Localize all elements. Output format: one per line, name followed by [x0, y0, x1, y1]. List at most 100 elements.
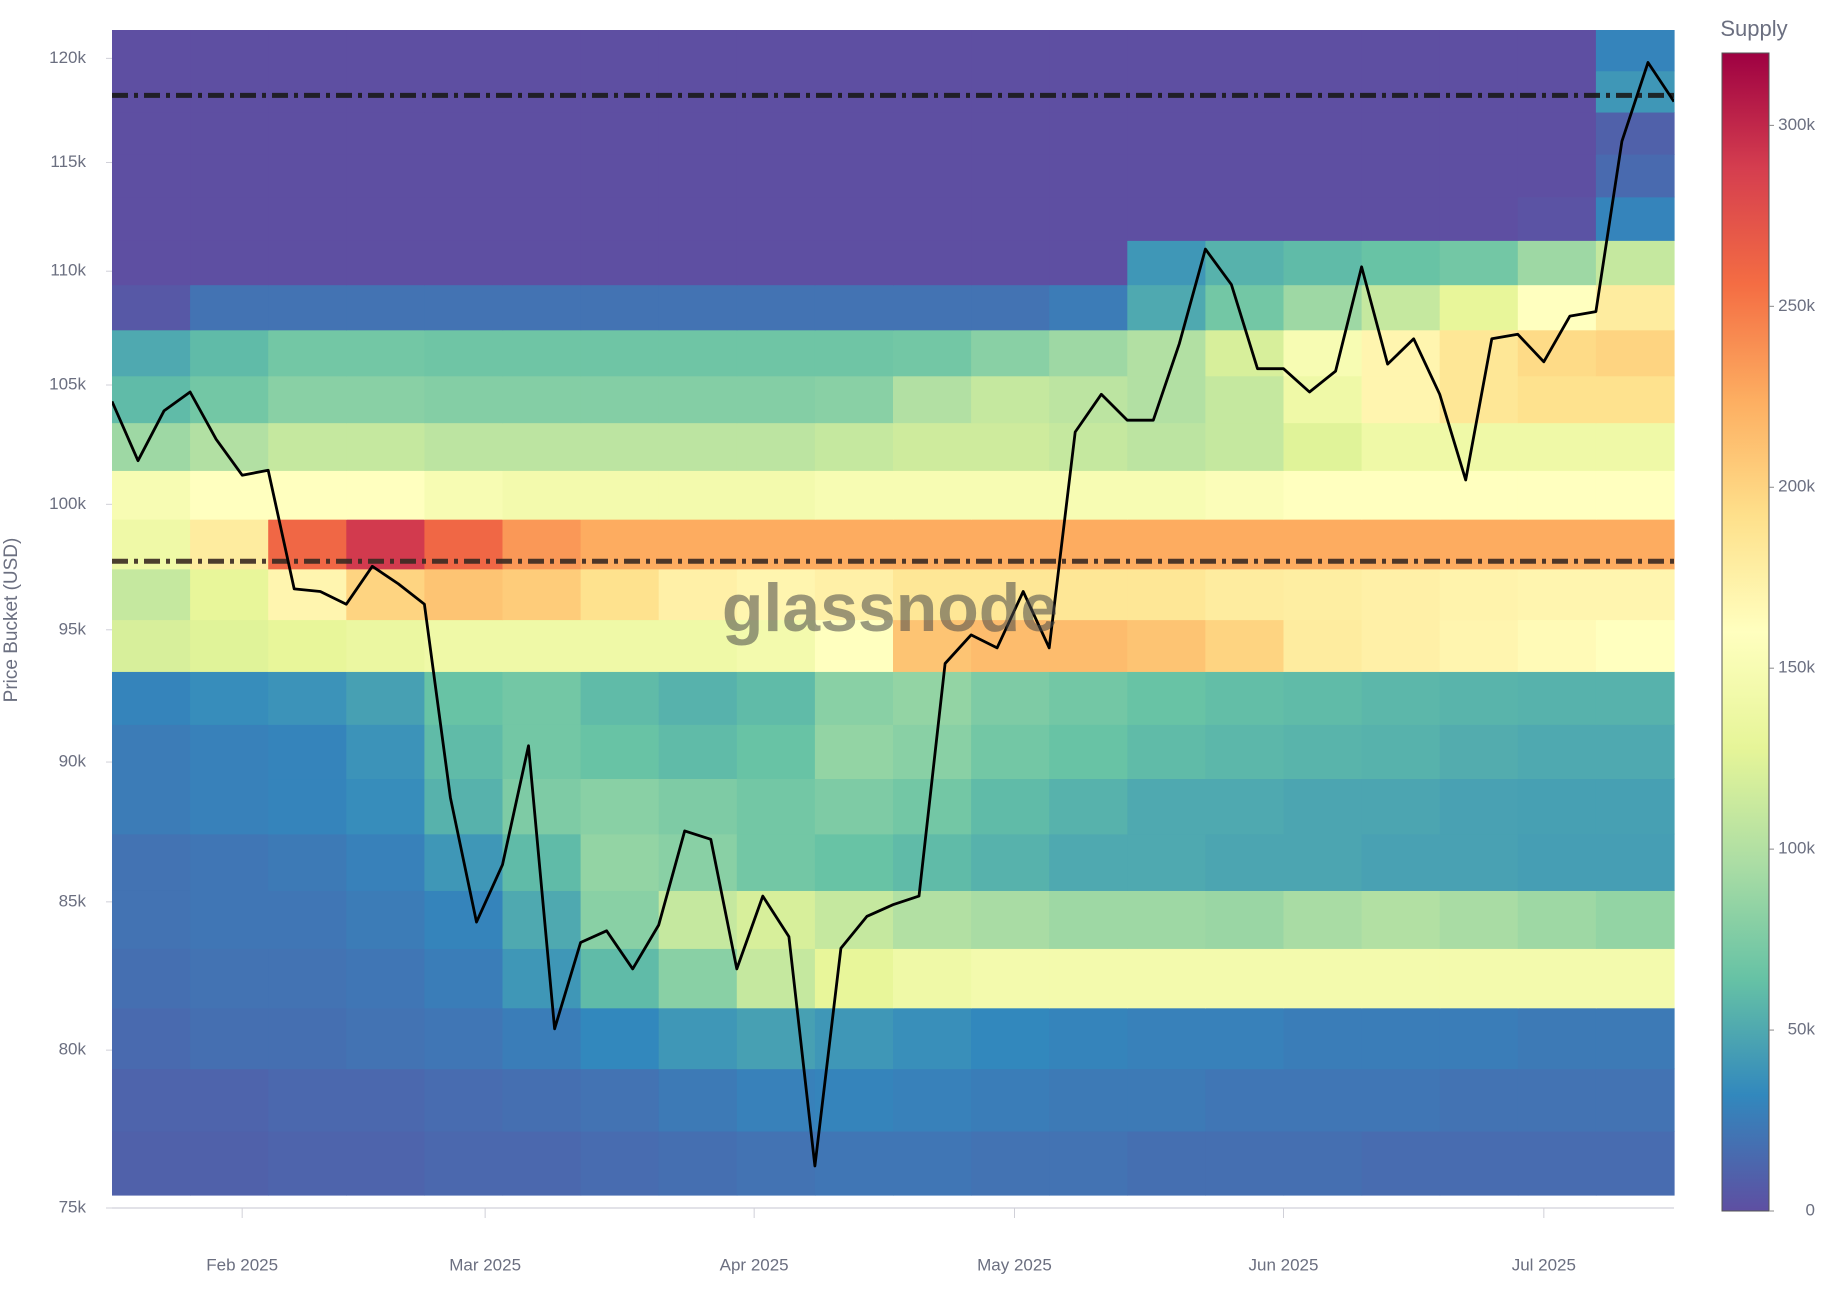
heat-cell [1517, 948, 1597, 1009]
heat-cell [1595, 833, 1675, 891]
heat-cell [1361, 724, 1441, 780]
heat-cell [1439, 890, 1519, 949]
heat-cell [190, 671, 269, 725]
heat-cell [1439, 724, 1519, 780]
heat-cell [1283, 470, 1363, 520]
y-tick-label: 90k [59, 752, 87, 771]
heat-cell [580, 153, 660, 198]
heat-cell [736, 1068, 816, 1132]
heat-cell [112, 240, 191, 286]
y-tick-label: 75k [59, 1197, 87, 1216]
heat-cell [814, 724, 894, 780]
heat-cell [1439, 30, 1519, 72]
heat-cell [658, 422, 738, 471]
y-tick-label: 110k [50, 261, 86, 280]
heat-cell [971, 375, 1050, 424]
overlay [112, 61, 1674, 1168]
heat-cell [190, 833, 269, 891]
heat-cell [190, 70, 269, 113]
heat-cell [893, 619, 972, 672]
heat-cell [1127, 111, 1206, 155]
heat-cell [971, 568, 1050, 621]
heat-cell [736, 284, 816, 331]
heat-cell [1283, 671, 1363, 725]
heat-cell [814, 470, 894, 520]
heat-cell [424, 196, 504, 241]
heat-cell [1049, 833, 1128, 891]
heat-cell [971, 1007, 1050, 1070]
heat-cell [346, 1130, 425, 1196]
heat-cell [1517, 470, 1597, 520]
heat-cell [1283, 422, 1363, 471]
heat-cell [346, 30, 425, 72]
heat-cell [580, 284, 660, 331]
price-line [112, 61, 1674, 1168]
heat-cell [893, 948, 972, 1009]
heat-cell [1049, 240, 1128, 286]
heat-cell [346, 778, 425, 835]
heat-cell [658, 111, 738, 155]
heat-cell [1361, 671, 1441, 725]
heat-cell [1127, 833, 1206, 891]
heat-cell [346, 1068, 425, 1132]
heat-cell [971, 284, 1050, 331]
heat-cell [1205, 568, 1285, 621]
x-tick-label: Mar 2025 [449, 1255, 521, 1274]
heat-cell [1595, 1007, 1675, 1070]
heat-cell [1283, 948, 1363, 1009]
heat-cell [1127, 890, 1206, 949]
heat-cell [190, 890, 269, 949]
heat-cell [1205, 778, 1285, 835]
heat-cell [1595, 30, 1675, 72]
heat-cell [1361, 111, 1441, 155]
heat-cell [1439, 470, 1519, 520]
heat-cell [268, 724, 347, 780]
heat-cell [346, 671, 425, 725]
heat-cell [1517, 70, 1597, 113]
heat-cell [424, 1007, 504, 1070]
heat-cell [112, 833, 191, 891]
heat-cell [346, 422, 425, 471]
heat-cell [1205, 111, 1285, 155]
heat-cell [1049, 470, 1128, 520]
heat-cell [1127, 619, 1206, 672]
heat-cell [112, 70, 191, 113]
heat-cell [346, 470, 425, 520]
heat-cell [1049, 568, 1128, 621]
heat-cell [971, 422, 1050, 471]
heat-cell [1127, 671, 1206, 725]
heat-cell [190, 1007, 269, 1070]
heat-cell [1283, 778, 1363, 835]
heat-cell [1439, 240, 1519, 286]
heat-cell [1595, 153, 1675, 198]
heat-cell [1361, 470, 1441, 520]
heat-cell [502, 111, 582, 155]
heat-cell [1049, 890, 1128, 949]
heat-cell [424, 329, 504, 377]
heat-cell [580, 619, 660, 672]
heat-cell [424, 422, 504, 471]
heat-cell [502, 470, 582, 520]
heat-cell [814, 890, 894, 949]
heat-cell [190, 153, 269, 198]
heat-cell [268, 778, 347, 835]
heat-cell [580, 240, 660, 286]
heat-cell [893, 671, 972, 725]
heat-cell [580, 1130, 660, 1196]
heat-cell [112, 284, 191, 331]
heat-cell [1439, 778, 1519, 835]
heat-cell [814, 833, 894, 891]
heat-cell [1205, 196, 1285, 241]
heat-cell [971, 470, 1050, 520]
heat-cell [502, 375, 582, 424]
heat-cell [814, 778, 894, 835]
colorbar-tick-label: 300k [1778, 115, 1815, 134]
heatmap [112, 30, 1675, 1196]
heat-cell [346, 329, 425, 377]
heat-cell [502, 284, 582, 331]
heat-cell [971, 70, 1050, 113]
heat-cell [1361, 1007, 1441, 1070]
heat-cell [190, 568, 269, 621]
heat-cell [1595, 329, 1675, 377]
heat-cell [268, 1007, 347, 1070]
